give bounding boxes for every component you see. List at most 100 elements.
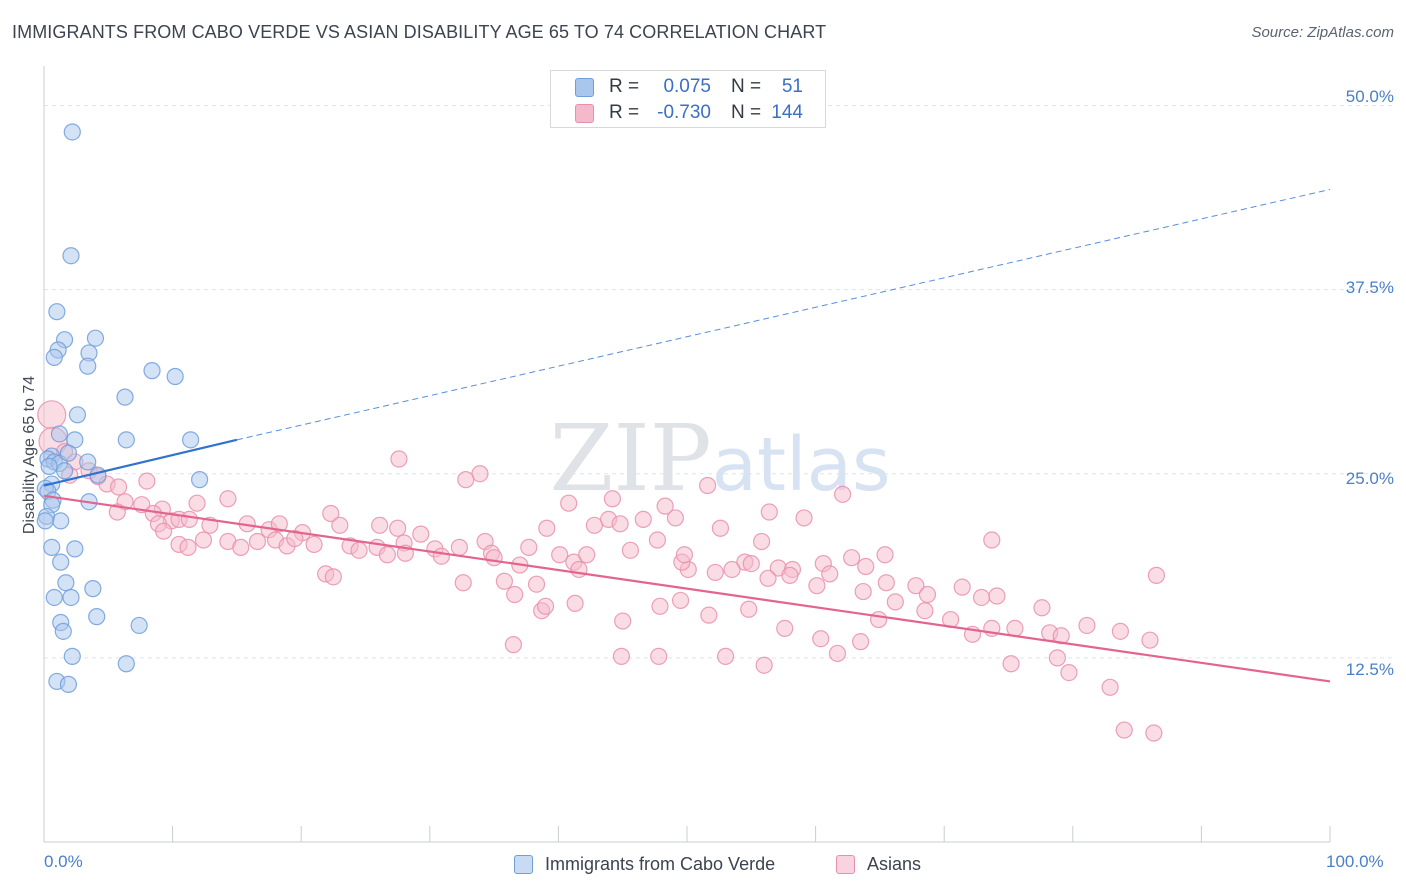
asian-point <box>916 602 934 620</box>
asian-point <box>752 532 771 551</box>
asian-point <box>843 549 861 567</box>
asian-point <box>1002 655 1020 673</box>
asian-point <box>675 546 694 564</box>
asian-point <box>179 538 197 556</box>
asian-point <box>700 606 718 624</box>
asian-point <box>1052 627 1070 645</box>
asian-point <box>305 535 323 554</box>
asian-point <box>520 538 538 556</box>
asian-point <box>711 519 730 537</box>
asian-point <box>650 647 668 665</box>
cabo-verde-point <box>52 512 70 530</box>
watermark: ZIPatlas <box>550 405 891 512</box>
cabo-verde-point <box>63 123 81 141</box>
asian-point <box>1048 649 1066 667</box>
cabo-verde-point <box>54 622 72 640</box>
asian-point <box>634 510 652 528</box>
asian-point <box>666 509 685 527</box>
cabo-verde-point <box>130 616 148 635</box>
asian-point <box>603 490 622 508</box>
cabo-verde-point <box>84 580 102 598</box>
asian-point <box>454 574 472 592</box>
n-value: 51 <box>781 76 803 97</box>
asian-point <box>37 400 67 430</box>
asian-point <box>495 572 513 590</box>
asian-point <box>412 525 430 543</box>
n-value: 144 <box>771 102 803 123</box>
legend-swatch-blue <box>514 855 533 874</box>
chart-legend: Immigrants from Cabo Verde Asians <box>0 852 1406 878</box>
cabo-verde-point <box>68 406 87 424</box>
asian-point <box>585 516 604 534</box>
asian-point <box>180 510 198 528</box>
asian-point <box>1141 631 1159 649</box>
cabo-verde-point <box>66 540 84 558</box>
asian-point <box>988 587 1006 605</box>
asian-point <box>972 588 991 607</box>
cabo-verde-point <box>57 574 75 592</box>
legend-swatch-pink <box>836 855 855 874</box>
x-tick-label-max: 100.0% <box>1326 852 1384 871</box>
asian-point <box>828 644 847 663</box>
asian-point <box>740 600 758 618</box>
asian-point <box>852 633 870 651</box>
asian-point <box>432 547 450 565</box>
asian-point <box>485 549 503 567</box>
asian-point <box>219 490 237 508</box>
asian-point <box>578 546 596 564</box>
asian-point <box>716 647 735 665</box>
y-tick-label-12-5: 12.5% <box>1345 660 1394 679</box>
asian-point <box>656 497 674 515</box>
asian-point <box>1147 566 1165 584</box>
asian-point <box>194 531 213 549</box>
asian-point <box>854 582 872 601</box>
asian-point <box>723 560 741 579</box>
asian-point <box>781 566 799 584</box>
asian-point <box>918 585 937 604</box>
cabo-verde-point <box>48 303 66 321</box>
asian-point <box>698 476 717 495</box>
y-tick-label-25: 25.0% <box>1345 469 1394 488</box>
n-label: N = <box>731 76 762 97</box>
cabo-verde-point <box>79 357 97 375</box>
asian-point <box>570 560 588 579</box>
source-label: Source: ZipAtlas.com <box>1251 24 1394 41</box>
asian-point <box>371 516 389 534</box>
y-tick-label-50: 50.0% <box>1345 87 1394 106</box>
asian-point <box>390 450 408 468</box>
cabo-verde-point <box>45 348 63 366</box>
asian-point <box>457 471 475 489</box>
asian-point <box>138 472 156 490</box>
asian-point <box>621 541 640 559</box>
asian-point <box>857 557 875 576</box>
asian-point <box>350 541 368 559</box>
asian-point <box>538 519 556 537</box>
asian-point <box>755 656 773 674</box>
r-value: -0.730 <box>657 102 711 123</box>
asian-point <box>1060 663 1078 682</box>
asian-point <box>776 619 794 638</box>
legend-label: Asians <box>867 854 922 874</box>
asian-point <box>706 563 724 582</box>
cabo-verde-point <box>43 538 61 556</box>
cabo-verde-point <box>182 431 200 449</box>
asian-point <box>324 568 342 586</box>
cabo-verde-point <box>116 388 134 406</box>
asian-point <box>612 647 631 665</box>
asian-point <box>614 612 632 630</box>
asian-point <box>760 503 778 521</box>
cabo-verde-point <box>117 655 135 673</box>
asian-point <box>232 538 250 556</box>
asian-point <box>286 529 304 548</box>
asian-point <box>1115 721 1133 739</box>
asian-point <box>1033 599 1051 617</box>
asian-point <box>322 504 340 523</box>
asian-point <box>1145 724 1163 742</box>
cabo-verde-point <box>63 647 81 665</box>
stats-swatch-blue <box>575 78 594 97</box>
asian-point <box>834 485 852 503</box>
cabo-verde-point <box>79 453 97 471</box>
cabo-verde-trend-line <box>43 438 238 487</box>
cabo-verde-point <box>86 329 105 347</box>
